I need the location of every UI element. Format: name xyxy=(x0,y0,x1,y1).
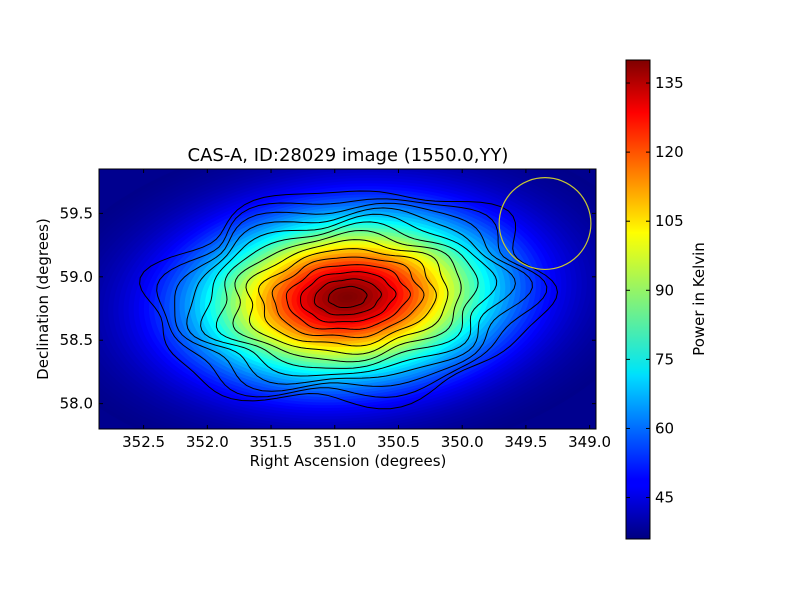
contour-lines xyxy=(139,190,559,410)
x-tick-label: 349.0 xyxy=(568,433,611,451)
contour-line xyxy=(258,248,437,347)
y-axis: 58.0 58.5 59.0 59.5 xyxy=(60,204,596,413)
chart-title: CAS-A, ID:28029 image (1550.0,YY) xyxy=(188,145,509,166)
x-tick-label: 350.0 xyxy=(441,433,484,451)
y-tick-label: 58.0 xyxy=(60,395,93,413)
colorbar-tick-label: 120 xyxy=(655,143,684,161)
x-axis: 352.5 352.0 351.5 351.0 350.5 350.0 349.5 349.0 xyxy=(122,169,611,451)
colorbar: 45 60 75 90 105 120 135 Power in Kelvin xyxy=(625,59,708,540)
x-tick-label: 352.0 xyxy=(186,433,229,451)
contour-line xyxy=(313,278,383,316)
plot-area xyxy=(98,168,597,430)
colorbar-gradient xyxy=(626,60,650,539)
colorbar-tick-label: 90 xyxy=(655,281,674,299)
x-tick-label: 349.5 xyxy=(504,433,547,451)
contour-line xyxy=(174,202,533,392)
colorbar-label: Power in Kelvin xyxy=(690,242,708,356)
contour-line xyxy=(245,239,449,355)
contour-line xyxy=(271,256,425,339)
colorbar-frame xyxy=(625,59,651,540)
colorbar-tick-label: 105 xyxy=(655,212,684,230)
y-tick-label: 59.5 xyxy=(60,204,93,222)
x-tick-label: 352.5 xyxy=(122,433,165,451)
contour-line xyxy=(156,198,548,398)
contour-line xyxy=(186,207,516,385)
contour-line xyxy=(232,229,462,363)
x-tick-label: 351.0 xyxy=(313,433,356,451)
colorbar-tick-label: 45 xyxy=(655,489,674,507)
x-tick-label: 351.5 xyxy=(250,433,293,451)
colorbar-tick-label: 60 xyxy=(655,419,674,437)
contour-line xyxy=(327,285,368,308)
colorbar-tick-label: 135 xyxy=(655,74,684,92)
heatmap-band xyxy=(342,294,353,300)
contour-line xyxy=(139,190,559,410)
colorbar-tick-label: 75 xyxy=(655,350,674,368)
y-tick-label: 58.5 xyxy=(60,331,93,349)
y-tick-label: 59.0 xyxy=(60,268,93,286)
heatmap-image xyxy=(99,169,596,429)
beam-circle xyxy=(498,177,592,271)
x-tick-label: 350.5 xyxy=(377,433,420,451)
contour-line xyxy=(300,271,397,323)
contour-line xyxy=(215,221,479,369)
colorbar-ticks: 45 60 75 90 105 120 135 xyxy=(626,74,684,507)
y-axis-label: Declination (degrees) xyxy=(34,218,52,380)
plot-frame xyxy=(98,168,597,430)
contour-line xyxy=(285,264,411,330)
contour-line xyxy=(200,213,498,377)
x-axis-label: Right Ascension (degrees) xyxy=(250,452,447,470)
